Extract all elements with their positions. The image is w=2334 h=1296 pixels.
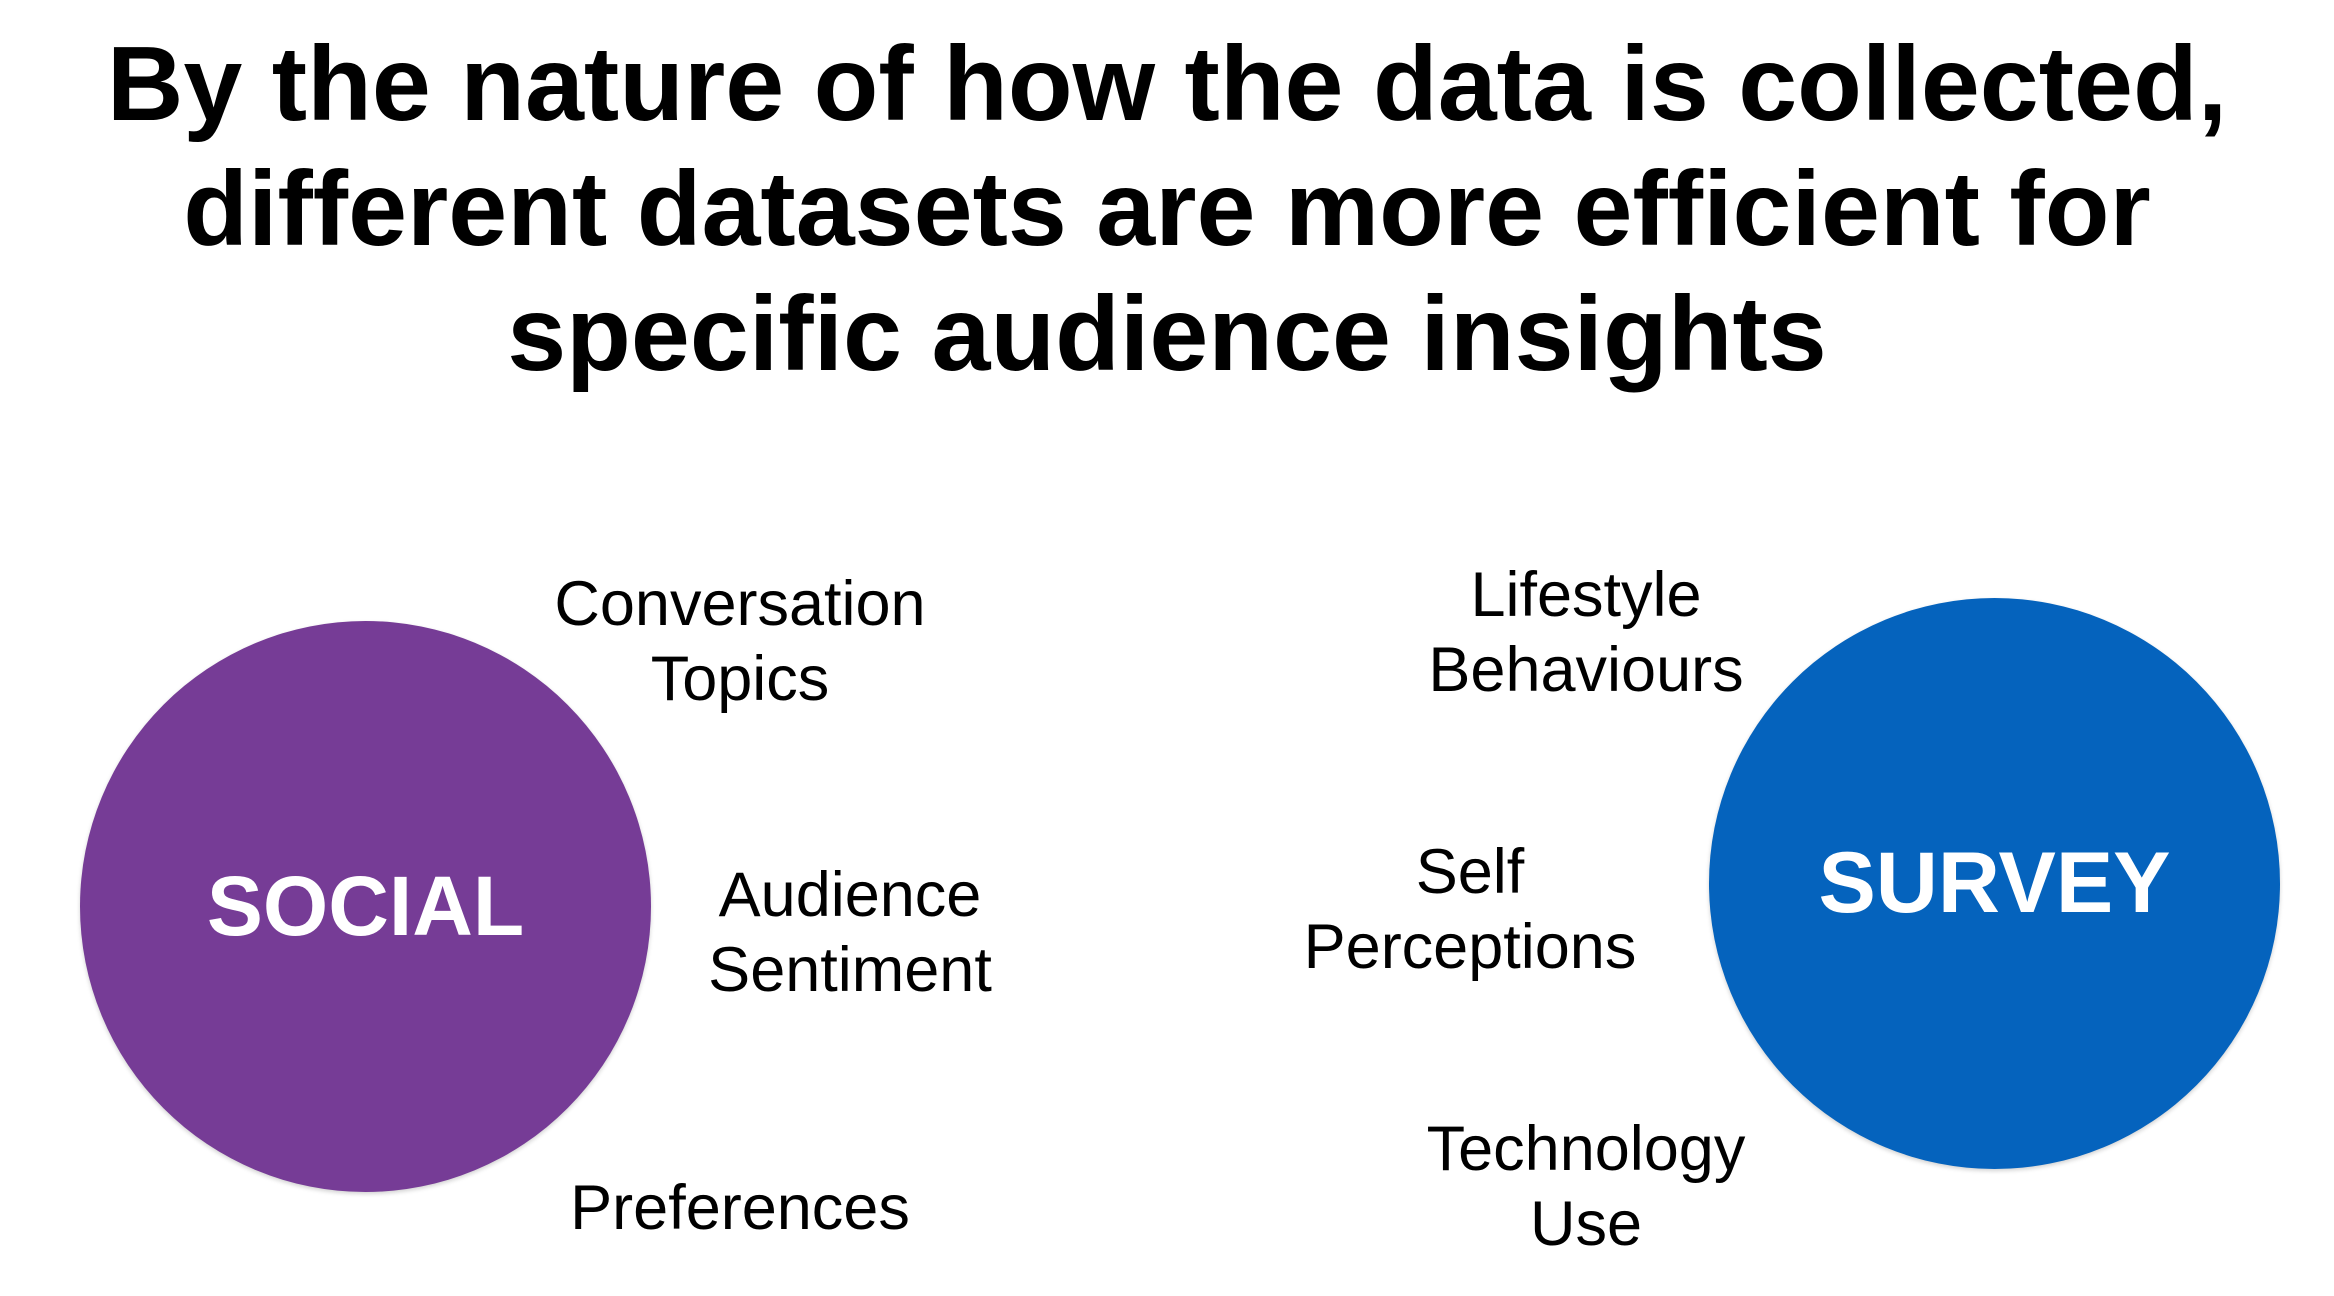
- survey-circle: SURVEY: [1709, 598, 2280, 1169]
- insight-line: Sentiment: [708, 935, 992, 1005]
- insight-preferences: Preferences: [540, 1171, 940, 1246]
- insight-line: Use: [1529, 1189, 1643, 1259]
- page-title: By the nature of how the data is collect…: [0, 22, 2334, 397]
- insight-line: Audience: [718, 860, 982, 930]
- insight-line: Conversation: [554, 569, 926, 639]
- title-line: By the nature of how the data is collect…: [106, 25, 2228, 143]
- insight-conversation-topics: Conversation Topics: [540, 567, 940, 717]
- title-line: specific audience insights: [507, 275, 1827, 393]
- insight-technology-use: Technology Use: [1386, 1112, 1786, 1262]
- insight-line: Topics: [650, 644, 830, 714]
- insight-line: Lifestyle: [1470, 560, 1702, 630]
- survey-circle-label: SURVEY: [1818, 835, 2171, 931]
- insight-line: Preferences: [570, 1173, 910, 1243]
- social-circle-label: SOCIAL: [206, 859, 525, 953]
- insight-line: Perceptions: [1303, 912, 1637, 982]
- insight-line: Technology: [1426, 1114, 1746, 1184]
- insight-line: Behaviours: [1428, 635, 1744, 705]
- social-circle: SOCIAL: [80, 621, 651, 1192]
- insight-audience-sentiment: Audience Sentiment: [650, 858, 1050, 1008]
- title-line: different datasets are more efficient fo…: [183, 150, 2151, 268]
- insight-lifestyle-behaviours: Lifestyle Behaviours: [1386, 558, 1786, 708]
- insight-line: Self: [1415, 837, 1525, 907]
- insight-self-perceptions: Self Perceptions: [1270, 835, 1670, 985]
